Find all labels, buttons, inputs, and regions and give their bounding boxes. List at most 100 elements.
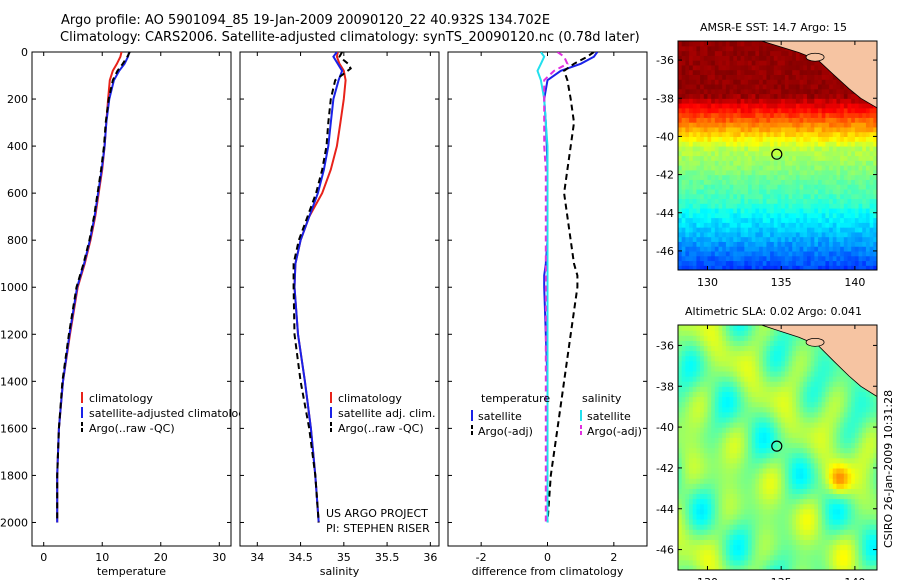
- heatmap-cell: [825, 174, 830, 180]
- heatmap-cell: [832, 165, 838, 171]
- heatmap-cell: [711, 447, 716, 454]
- heatmap-cell: [748, 370, 753, 377]
- heatmap-cell: [711, 207, 716, 214]
- heatmap-cell: [762, 427, 768, 433]
- heatmap-cell: [685, 437, 690, 443]
- heatmap-cell: [832, 241, 838, 247]
- heatmap-cell: [740, 391, 745, 398]
- heatmap-cell: [685, 93, 690, 99]
- heatmap-cell: [711, 411, 716, 418]
- heatmap-cell: [832, 386, 838, 392]
- heatmap-cell: [689, 376, 694, 382]
- heatmap-cell: [829, 544, 834, 551]
- heatmap-cell: [854, 524, 860, 530]
- heatmap-cell: [759, 498, 764, 505]
- heatmap-cell: [821, 126, 827, 133]
- heatmap-cell: [725, 376, 731, 382]
- heatmap-cell: [795, 241, 801, 247]
- heatmap-cell: [678, 227, 683, 233]
- heatmap-cell: [766, 360, 771, 367]
- heatmap-cell: [773, 241, 779, 247]
- heatmap-cell: [696, 421, 701, 428]
- heatmap-cell: [759, 432, 764, 438]
- heatmap-cell: [854, 493, 860, 500]
- heatmap-cell: [770, 141, 775, 147]
- heatmap-cell: [729, 340, 734, 347]
- heatmap-cell: [711, 117, 716, 123]
- heatmap-cell: [788, 83, 793, 90]
- heatmap-cell: [696, 330, 701, 336]
- heatmap-cell: [696, 554, 701, 561]
- heatmap-cell: [821, 549, 827, 556]
- heatmap-cell: [762, 416, 768, 423]
- heatmap-cell: [692, 155, 698, 161]
- heatmap-cell: [810, 141, 815, 147]
- heatmap-cell: [722, 488, 727, 495]
- heatmap-cell: [784, 165, 790, 171]
- heatmap-cell: [762, 432, 768, 438]
- heatmap-cell: [766, 340, 771, 347]
- heatmap-cell: [700, 246, 705, 252]
- heatmap-cell: [681, 432, 686, 438]
- heatmap-cell: [744, 255, 749, 262]
- heatmap-cell: [840, 174, 845, 180]
- heatmap-cell: [685, 376, 690, 382]
- heatmap-cell: [847, 549, 852, 556]
- heatmap-cell: [707, 64, 712, 71]
- heatmap-cell: [784, 447, 790, 454]
- heatmap-cell: [814, 457, 819, 464]
- heatmap-cell: [744, 112, 749, 118]
- heatmap-cell: [711, 427, 716, 433]
- heatmap-cell: [840, 231, 845, 238]
- heatmap-cell: [840, 508, 845, 515]
- heatmap-cell: [770, 437, 775, 443]
- heatmap-cell: [773, 83, 779, 90]
- heatmap-cell: [740, 488, 745, 495]
- heatmap-cell: [818, 457, 823, 464]
- heatmap-cell: [836, 136, 841, 142]
- heatmap-cell: [865, 198, 871, 204]
- heatmap-cell: [854, 518, 860, 525]
- heatmap-cell: [788, 241, 793, 247]
- heatmap-cell: [711, 174, 716, 180]
- heatmap-cell: [851, 207, 856, 214]
- heatmap-cell: [759, 360, 764, 367]
- heatmap-cell: [689, 549, 694, 556]
- heatmap-cell: [781, 340, 786, 347]
- heatmap-cell: [806, 432, 812, 438]
- heatmap-cell: [803, 236, 808, 242]
- heatmap-cell: [681, 160, 686, 166]
- heatmap-cell: [788, 112, 793, 118]
- heatmap-cell: [740, 64, 745, 71]
- heatmap-cell: [832, 508, 838, 515]
- heatmap-cell: [685, 184, 690, 190]
- heatmap-cell: [711, 241, 716, 247]
- heatmap-cell: [829, 391, 834, 398]
- heatmap-cell: [851, 564, 856, 570]
- heatmap-cell: [700, 231, 705, 238]
- heatmap-cell: [681, 544, 686, 551]
- heatmap-cell: [862, 207, 867, 214]
- heatmap-cell: [869, 141, 874, 147]
- heatmap-cell: [818, 74, 823, 80]
- heatmap-cell: [725, 188, 731, 195]
- heatmap-cell: [851, 508, 856, 515]
- heatmap-cell: [810, 554, 815, 561]
- heatmap-cell: [854, 260, 860, 266]
- heatmap-cell: [810, 231, 815, 238]
- heatmap-cell: [854, 381, 860, 387]
- heatmap-cell: [829, 203, 834, 209]
- heatmap-cell: [740, 452, 745, 459]
- heatmap-cell: [766, 217, 771, 223]
- heatmap-cell: [711, 524, 716, 530]
- heatmap-cell: [681, 416, 686, 423]
- heatmap-cell: [707, 345, 712, 352]
- heatmap-cell: [795, 376, 801, 382]
- heatmap-cell: [818, 79, 823, 85]
- heatmap-cell: [854, 107, 860, 114]
- heatmap-cell: [858, 174, 863, 180]
- heatmap-cell: [836, 112, 841, 118]
- heatmap-cell: [740, 427, 745, 433]
- heatmap-cell: [795, 265, 801, 270]
- heatmap-cell: [770, 427, 775, 433]
